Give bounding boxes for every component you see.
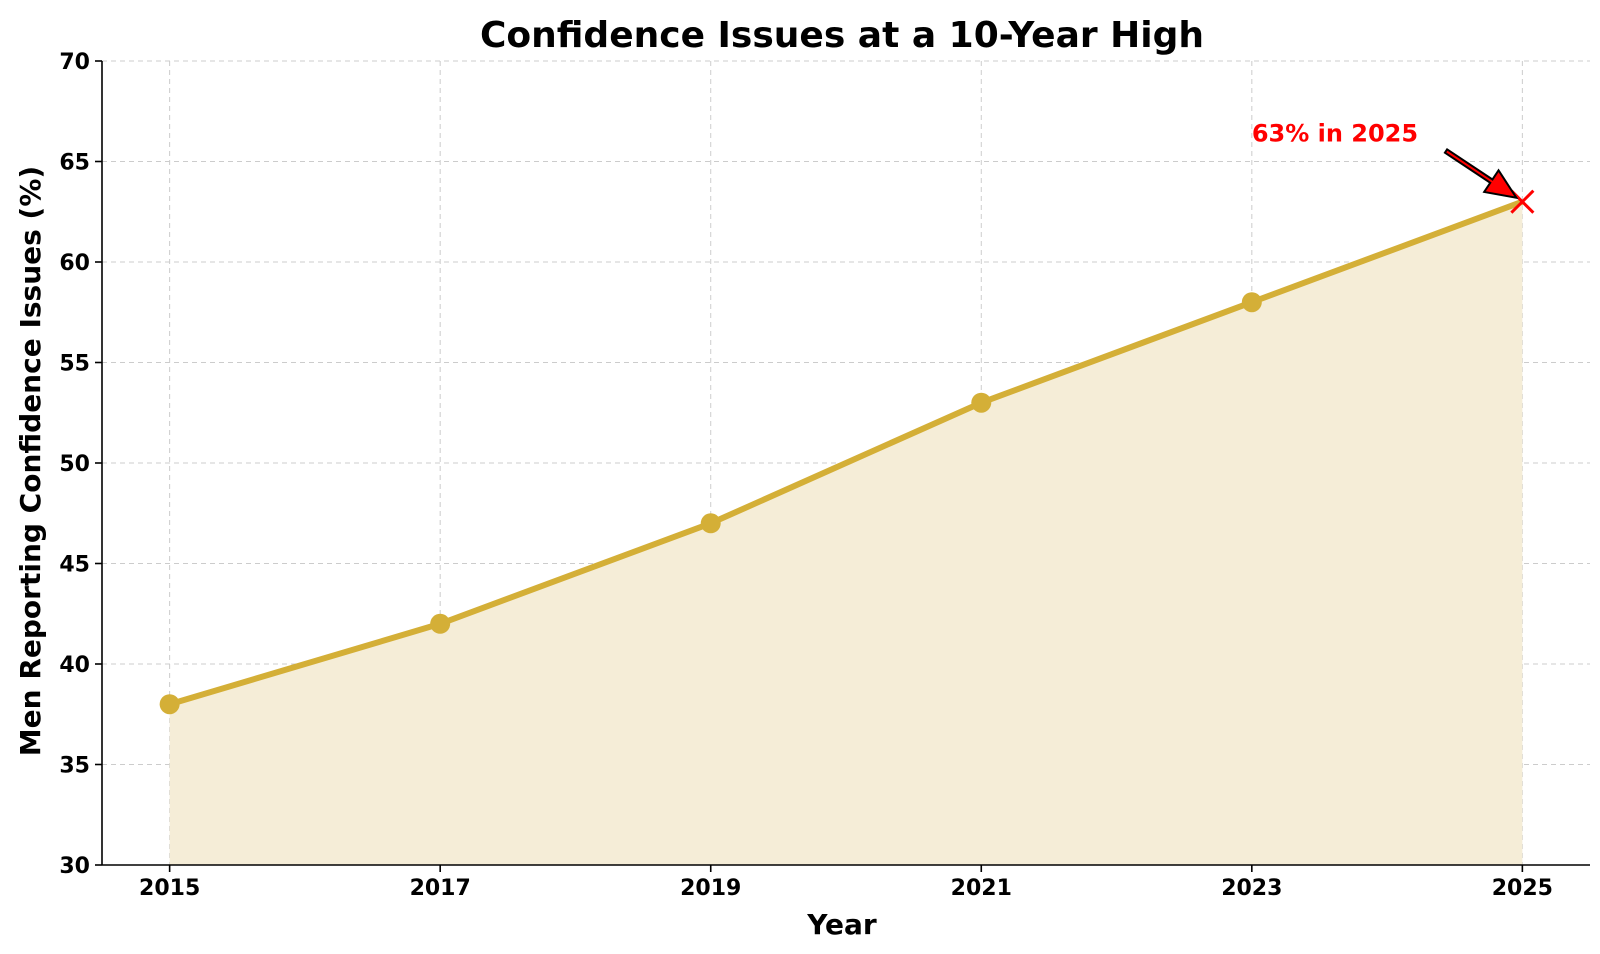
x-axis-label: Year xyxy=(806,908,877,941)
data-point xyxy=(159,694,180,715)
x-tick-label: 2023 xyxy=(1221,876,1282,901)
x-axis-ticks: 2015 2017 2019 2021 2023 2025 xyxy=(139,865,1553,901)
chart-title: Confidence Issues at a 10-Year High xyxy=(480,15,1204,56)
x-tick-label: 2015 xyxy=(139,876,200,901)
annotation-x-marker xyxy=(1510,189,1535,214)
y-tick-label: 55 xyxy=(59,352,90,377)
y-tick-label: 60 xyxy=(59,251,90,276)
annotation: 63% in 2025 xyxy=(1252,119,1535,214)
y-tick-label: 45 xyxy=(59,553,90,578)
annotation-label: 63% in 2025 xyxy=(1252,119,1418,147)
y-tick-label: 70 xyxy=(59,50,90,75)
x-tick-label: 2021 xyxy=(951,876,1012,901)
data-point xyxy=(700,513,721,534)
y-tick-label: 30 xyxy=(59,854,90,879)
y-tick-label: 40 xyxy=(59,653,90,678)
x-tick-label: 2019 xyxy=(680,876,741,901)
y-tick-label: 50 xyxy=(59,452,90,477)
data-points xyxy=(159,292,1262,715)
y-tick-label: 65 xyxy=(59,151,90,176)
series-line xyxy=(168,198,1524,708)
data-point xyxy=(430,613,451,634)
annotation-arrow xyxy=(1443,147,1519,200)
y-axis-label: Men Reporting Confidence Issues (%) xyxy=(14,166,47,756)
x-tick-label: 2025 xyxy=(1492,876,1553,901)
data-point xyxy=(971,392,992,413)
data-point xyxy=(1241,292,1262,313)
area-fill xyxy=(169,201,1523,865)
y-tick-label: 35 xyxy=(59,754,90,779)
x-tick-label: 2017 xyxy=(410,876,471,901)
y-axis-ticks: 30 35 40 45 50 55 60 65 70 xyxy=(59,50,102,879)
